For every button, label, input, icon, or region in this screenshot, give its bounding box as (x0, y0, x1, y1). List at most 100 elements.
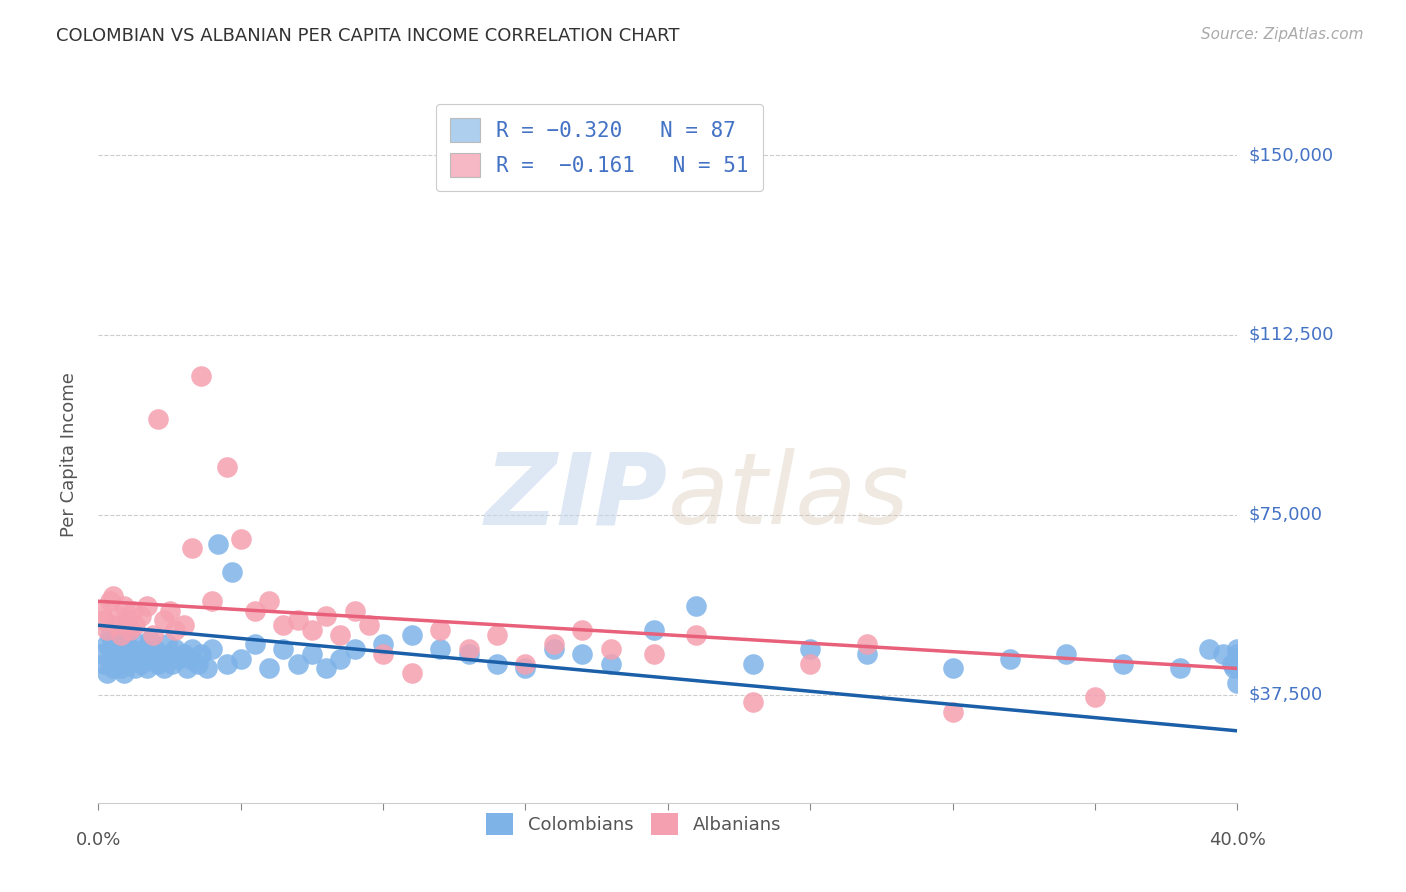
Point (486, 628, 509, 642)
Point (287, 657, 309, 671)
Y-axis label: Per Capita Income: Per Capita Income (59, 373, 77, 537)
Point (190, 647, 212, 661)
Point (685, 628, 707, 642)
Point (104, 657, 127, 671)
Point (165, 623, 187, 637)
Point (1112, 657, 1135, 671)
Point (1226, 676, 1249, 690)
Point (742, 695, 765, 709)
Point (401, 666, 423, 681)
Point (90, 647, 112, 661)
Point (1223, 661, 1246, 675)
Text: $75,000: $75,000 (1249, 506, 1323, 524)
Point (145, 642, 167, 657)
Point (141, 628, 163, 642)
Point (90, 604, 112, 618)
Point (998, 652, 1021, 666)
Point (129, 608, 152, 623)
Point (181, 541, 204, 556)
Point (856, 647, 879, 661)
Point (195, 661, 218, 675)
Point (215, 657, 238, 671)
Point (343, 604, 366, 618)
Point (96, 666, 118, 681)
Point (685, 599, 707, 613)
Point (107, 652, 129, 666)
Point (1220, 657, 1243, 671)
Point (101, 590, 124, 604)
Point (107, 608, 129, 623)
Point (110, 628, 132, 642)
Point (543, 637, 565, 651)
Point (486, 657, 509, 671)
Point (543, 642, 565, 657)
Point (571, 647, 593, 661)
Point (329, 652, 352, 666)
Point (221, 566, 243, 580)
Point (201, 642, 224, 657)
Point (1056, 647, 1078, 661)
Point (115, 657, 138, 671)
Point (301, 623, 323, 637)
Text: ZIP: ZIP (485, 448, 668, 545)
Point (101, 661, 124, 675)
Point (229, 532, 252, 546)
Text: atlas: atlas (668, 448, 910, 545)
Point (187, 657, 209, 671)
Point (167, 652, 190, 666)
Point (301, 647, 323, 661)
Point (643, 647, 665, 661)
Point (135, 661, 157, 675)
Point (457, 647, 479, 661)
Point (1084, 690, 1107, 705)
Point (110, 628, 132, 642)
Point (190, 368, 212, 383)
Point (429, 623, 451, 637)
Point (1170, 661, 1192, 675)
Point (1212, 647, 1234, 661)
Point (643, 623, 665, 637)
Text: Source: ZipAtlas.com: Source: ZipAtlas.com (1201, 27, 1364, 42)
Point (138, 632, 160, 647)
Point (141, 647, 163, 661)
Text: COLOMBIAN VS ALBANIAN PER CAPITA INCOME CORRELATION CHART: COLOMBIAN VS ALBANIAN PER CAPITA INCOME … (56, 27, 679, 45)
Point (329, 628, 352, 642)
Point (373, 637, 395, 651)
Point (457, 642, 479, 657)
Point (259, 594, 281, 608)
Point (148, 657, 170, 671)
Text: 40.0%: 40.0% (1209, 830, 1265, 848)
Point (98, 594, 121, 608)
Point (515, 657, 537, 671)
Point (124, 618, 146, 632)
Point (127, 647, 149, 661)
Point (287, 614, 309, 628)
Point (173, 618, 195, 632)
Point (1226, 642, 1249, 657)
Point (115, 637, 138, 651)
Point (159, 604, 181, 618)
Point (118, 623, 141, 637)
Point (600, 657, 623, 671)
Point (153, 661, 176, 675)
Point (600, 642, 623, 657)
Point (135, 652, 157, 666)
Point (121, 652, 143, 666)
Point (93, 657, 115, 671)
Point (112, 599, 135, 613)
Point (181, 642, 204, 657)
Point (153, 614, 176, 628)
Point (229, 652, 252, 666)
Text: $37,500: $37,500 (1249, 686, 1323, 704)
Point (118, 642, 141, 657)
Point (107, 637, 129, 651)
Point (243, 637, 266, 651)
Point (856, 637, 879, 651)
Point (162, 657, 184, 671)
Point (515, 661, 537, 675)
Point (159, 647, 181, 661)
Point (243, 604, 266, 618)
Point (571, 623, 593, 637)
Legend: Colombians, Albanians: Colombians, Albanians (479, 806, 789, 842)
Point (799, 657, 821, 671)
